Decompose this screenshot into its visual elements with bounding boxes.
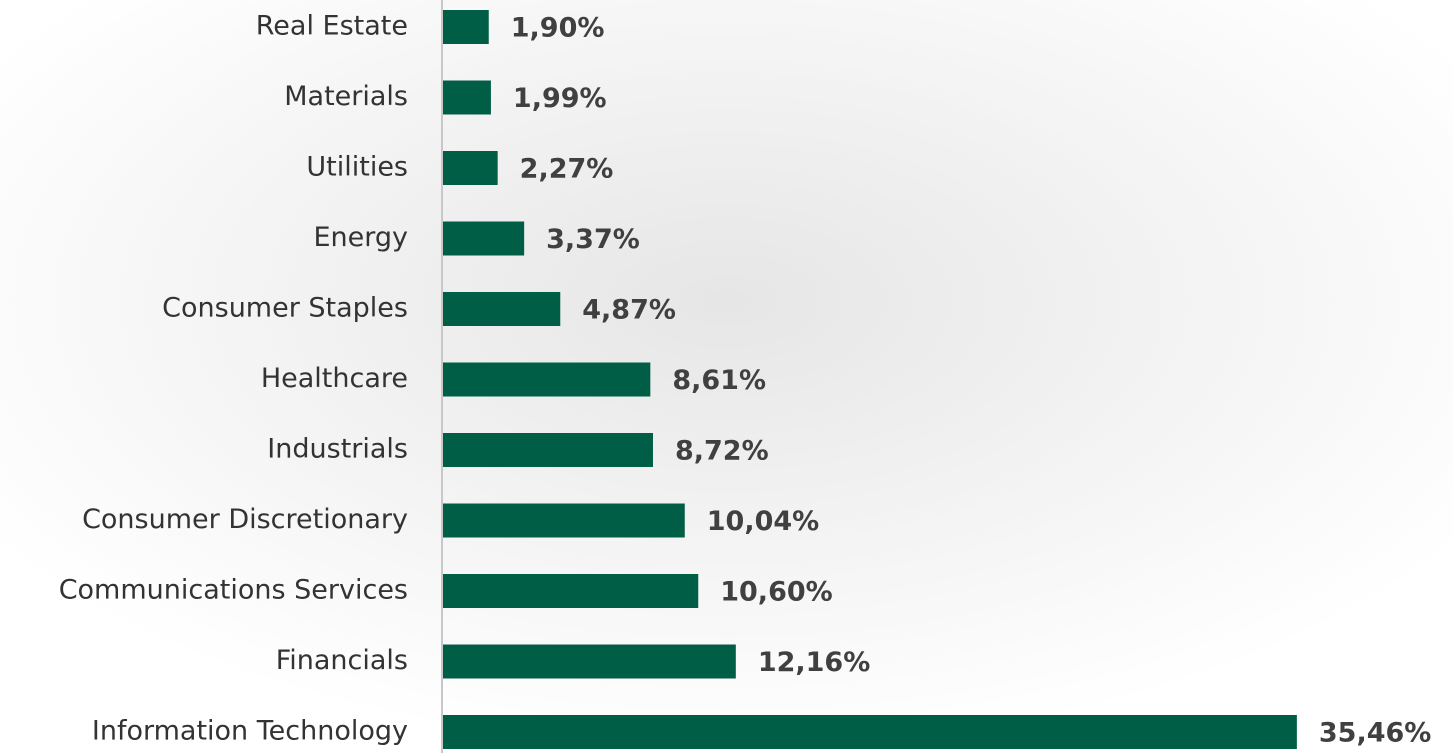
- category-label: Materials: [284, 81, 408, 112]
- category-label: Real Estate: [256, 11, 408, 42]
- bar: [443, 151, 498, 185]
- bar: [443, 715, 1297, 749]
- value-label: 8,61%: [672, 365, 766, 396]
- bar: [443, 645, 736, 679]
- value-label: 3,37%: [546, 224, 640, 255]
- value-label: 4,87%: [582, 295, 676, 326]
- bar: [443, 81, 491, 115]
- category-label: Industrials: [267, 434, 408, 465]
- category-label: Utilities: [306, 152, 408, 183]
- bar: [443, 10, 489, 44]
- category-label: Consumer Discretionary: [82, 504, 408, 535]
- bar: [443, 292, 560, 326]
- value-label: 8,72%: [675, 436, 769, 467]
- value-label: 2,27%: [520, 154, 614, 185]
- value-label: 10,60%: [720, 577, 832, 608]
- value-label: 1,99%: [513, 83, 607, 114]
- value-label: 12,16%: [758, 647, 870, 678]
- category-label: Communications Services: [59, 575, 408, 606]
- chart: Real Estate 1,90% Materials 1,99% Utilities 2…: [0, 0, 1453, 753]
- category-label: Energy: [313, 222, 408, 253]
- category-label: Healthcare: [261, 363, 408, 394]
- category-label: Information Technology: [92, 716, 408, 747]
- value-label: 1,90%: [511, 13, 605, 44]
- value-label: 10,04%: [707, 506, 819, 537]
- bar: [443, 363, 650, 397]
- value-label: 35,46%: [1319, 718, 1431, 749]
- category-label: Financials: [276, 645, 408, 676]
- bar: [443, 504, 685, 538]
- category-label: Consumer Staples: [162, 293, 408, 324]
- bar: [443, 574, 698, 608]
- bar: [443, 222, 524, 256]
- bar: [443, 433, 653, 467]
